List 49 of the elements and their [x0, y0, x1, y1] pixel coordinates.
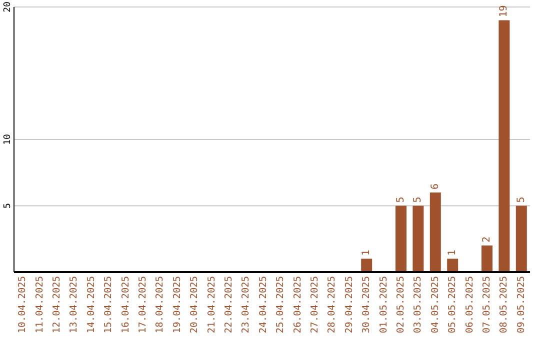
data-label: 5: [412, 196, 424, 203]
x-tick-label: 11.04.2025: [34, 276, 46, 334]
x-tick-label: 23.04.2025: [240, 276, 252, 334]
x-tick-label: 03.05.2025: [412, 276, 424, 334]
x-tick-label: 27.04.2025: [310, 276, 320, 334]
x-tick-label: 13.04.2025: [68, 276, 80, 334]
bar: [516, 206, 527, 272]
x-tick-label: 06.05.2025: [464, 276, 476, 334]
x-tick-label: 21.04.2025: [206, 276, 218, 334]
bar: [412, 206, 424, 272]
x-tick-label: 24.04.2025: [258, 276, 269, 334]
data-label: 1: [361, 250, 372, 256]
y-tick-label: 5: [3, 203, 13, 208]
data-label: 2: [481, 236, 492, 242]
x-tick-label: 25.04.2025: [275, 276, 286, 334]
data-label: 5: [516, 196, 527, 203]
data-label: 19: [498, 5, 510, 18]
x-tick-label: 19.04.2025: [172, 276, 183, 334]
bar: [447, 258, 458, 272]
x-tick-label: 09.05.2025: [516, 276, 527, 334]
x-tick-label: 07.05.2025: [482, 276, 492, 334]
bar: [361, 258, 372, 272]
x-tick-label: 18.04.2025: [154, 276, 166, 334]
bar: [498, 20, 510, 272]
x-tick-label: 08.05.2025: [498, 276, 510, 334]
y-tick-label: 20: [3, 2, 13, 12]
data-label: 5: [395, 196, 406, 203]
x-tick-label: 10.04.2025: [17, 276, 28, 334]
x-tick-label: 01.05.2025: [378, 276, 390, 334]
data-label: 1: [447, 250, 458, 256]
x-tick-label: 28.04.2025: [326, 276, 338, 334]
data-label: 6: [430, 183, 441, 190]
x-tick-label: 29.04.2025: [344, 276, 355, 334]
x-tick-label: 16.04.2025: [120, 276, 132, 334]
bar: [481, 246, 492, 272]
x-tick-label: 02.05.2025: [396, 276, 406, 334]
y-tick-label: 10: [3, 134, 13, 145]
x-tick-label: 15.04.2025: [103, 276, 114, 334]
x-tick-label: 04.05.2025: [430, 276, 441, 334]
x-tick-label: 17.04.2025: [138, 276, 148, 334]
bar: [395, 206, 406, 272]
x-tick-label: 05.05.2025: [447, 276, 458, 334]
x-tick-label: 30.04.2025: [361, 276, 372, 334]
x-tick-label: 12.04.2025: [52, 276, 62, 334]
x-tick-label: 26.04.2025: [292, 276, 304, 334]
bar: [430, 192, 441, 272]
x-tick-label: 22.04.2025: [224, 276, 234, 334]
x-tick-label: 20.04.2025: [189, 276, 200, 334]
x-tick-label: 14.04.2025: [86, 276, 97, 334]
